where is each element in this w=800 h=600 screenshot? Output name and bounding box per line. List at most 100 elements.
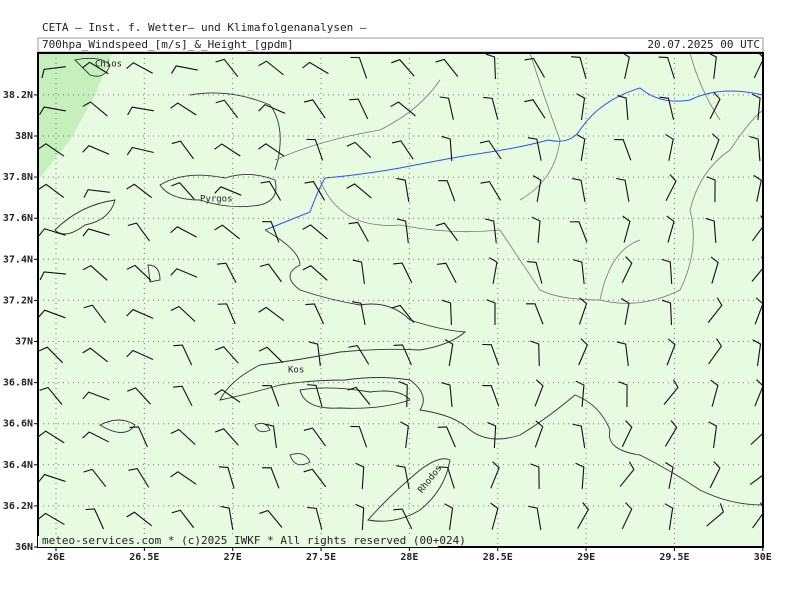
wind-barb <box>391 140 414 160</box>
footer: meteo-services.com * (c)2025 IWKF * All … <box>42 534 466 547</box>
lat-label: 36.8N <box>3 378 33 389</box>
wind-barb <box>532 175 542 202</box>
wind-barb <box>346 183 372 199</box>
wind-barb <box>38 143 65 157</box>
lon-label: 27.5E <box>306 552 336 563</box>
wind-barb <box>126 511 153 527</box>
wind-barb <box>302 61 329 75</box>
wind-barb <box>259 263 282 283</box>
wind-barb <box>661 258 673 285</box>
wind-barb <box>706 503 725 527</box>
wind-barb <box>666 215 675 243</box>
wind-barb <box>710 379 719 407</box>
coastline <box>54 199 116 235</box>
lon-label: 29E <box>577 552 595 563</box>
wind-barb <box>303 427 326 447</box>
wind-barb <box>352 259 366 284</box>
wind-barb <box>524 99 546 119</box>
wind-barb <box>614 139 632 161</box>
province-border <box>274 53 763 304</box>
wind-barb <box>170 428 196 445</box>
wind-barb <box>171 182 195 200</box>
wind-barb <box>38 346 64 364</box>
wind-barb <box>170 226 197 238</box>
wind-barb <box>396 177 410 202</box>
wind-barb <box>572 178 586 202</box>
wind-barb <box>126 349 154 360</box>
wind-barb <box>398 381 408 408</box>
wind-barb <box>126 146 154 156</box>
wind-barb <box>259 509 283 528</box>
wind-barb <box>531 216 541 244</box>
wind-barb <box>664 420 678 447</box>
wind-barb <box>347 386 371 405</box>
place-label: Kos <box>288 366 304 376</box>
wind-barb <box>262 221 280 243</box>
wind-barb <box>264 423 277 448</box>
wind-barb <box>82 228 110 237</box>
wind-barb <box>349 98 369 120</box>
wind-barb <box>665 462 674 489</box>
wind-barb <box>391 59 415 77</box>
wind-barb <box>710 256 719 284</box>
coastline <box>74 57 111 77</box>
wind-barb <box>575 462 585 490</box>
wind-barb <box>570 56 587 79</box>
wind-barb <box>262 385 280 407</box>
wind-barb <box>39 271 67 281</box>
wind-barb <box>441 382 453 408</box>
wind-barb <box>663 379 679 405</box>
wind-barb <box>396 218 409 243</box>
wind-barb <box>754 379 763 407</box>
wind-barb <box>308 341 321 366</box>
wind-barb <box>305 303 325 325</box>
wind-barb <box>258 306 285 322</box>
wind-barb <box>534 379 544 407</box>
wind-barb <box>173 385 193 407</box>
wind-barb <box>616 341 629 366</box>
wind-barb <box>258 60 284 76</box>
wind-barb <box>488 257 498 284</box>
place-label: Chios <box>95 60 122 70</box>
wind-barb <box>214 143 241 157</box>
wind-barb <box>490 502 499 530</box>
wind-barb <box>215 58 239 78</box>
wind-barb <box>41 66 66 79</box>
lat-label: 37.4N <box>3 254 33 265</box>
wind-barb <box>528 505 542 530</box>
wind-barb <box>170 268 198 278</box>
wind-barb <box>659 96 675 120</box>
wind-barb <box>750 432 763 445</box>
wind-barb <box>438 466 455 489</box>
wind-barb <box>39 106 66 116</box>
wind-barb <box>617 95 629 121</box>
wind-barb <box>82 145 110 155</box>
wind-barb <box>390 101 416 117</box>
lat-label: 38N <box>15 131 33 142</box>
wind-barb <box>437 426 456 448</box>
institute: CETA – Inst. f. Wetter– und Klimafolgena… <box>42 21 367 34</box>
wind-barb <box>128 468 150 488</box>
wind-barb <box>302 224 328 240</box>
wind-barb <box>441 299 453 326</box>
wind-barb <box>530 463 540 490</box>
wind-barb <box>38 512 65 526</box>
coastline <box>99 264 311 466</box>
wind-barb <box>577 502 590 529</box>
wind-barb <box>126 387 151 405</box>
coastline <box>159 174 277 208</box>
lat-label: 37.6N <box>3 213 33 224</box>
wind-barb <box>355 503 365 531</box>
wind-barb <box>217 303 236 325</box>
wind-barb <box>665 174 677 202</box>
wind-barb <box>749 135 761 162</box>
wind-barb <box>658 56 675 79</box>
wind-barb <box>661 299 673 326</box>
wind-barb <box>486 299 496 326</box>
wind-barb <box>173 344 193 366</box>
lon-label: 27E <box>224 552 242 563</box>
wind-barb <box>170 305 196 322</box>
coastline <box>219 229 763 506</box>
wind-barb <box>436 262 457 283</box>
wind-barb <box>262 467 280 489</box>
